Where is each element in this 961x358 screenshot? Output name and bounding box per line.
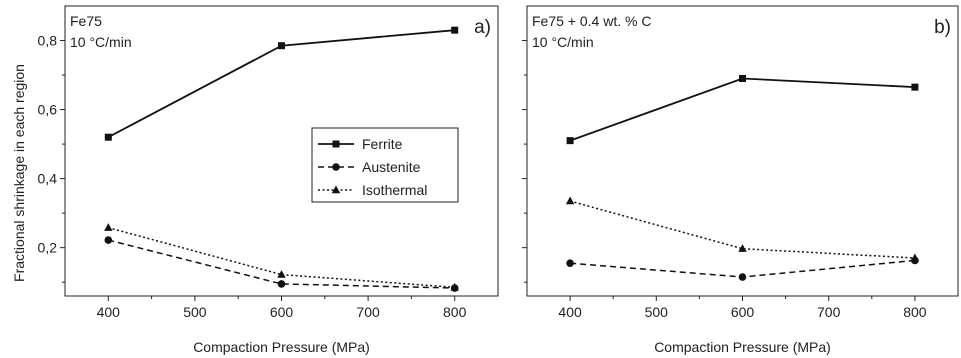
legend-marker-triangle [331, 185, 341, 194]
legend-label: Isothermal [362, 182, 427, 198]
data-point-square [451, 26, 459, 34]
y-tick-label: 0,4 [38, 171, 58, 187]
series-line-isothermal [108, 226, 455, 289]
x-axis-label: Compaction Pressure (MPa) [654, 339, 831, 355]
data-point-square [911, 83, 919, 91]
data-point-square [566, 137, 574, 145]
data-point-square [104, 133, 112, 141]
panel-letter: a) [474, 17, 491, 38]
panel-letter: b) [934, 17, 951, 38]
annotation-line: Fe75 + 0.4 wt. % C [532, 13, 651, 29]
data-point-triangle [910, 253, 920, 262]
panel-a: 400 500 600 700 800 0,2 0,4 0,6 0,8 Compaction Pr… [38, 5, 499, 355]
legend-label: Austenite [362, 159, 421, 175]
panel-b: 400 500 600 700 800 Compaction Pressure (MPa)… [522, 5, 959, 355]
data-point-triangle [450, 282, 459, 291]
data-point-circle [277, 280, 286, 288]
annotation-line: Fe75 [70, 13, 102, 29]
x-tick-label: 800 [443, 304, 467, 320]
data-point-triangle [104, 223, 113, 231]
x-axis-label: Compaction Pressure (MPa) [193, 339, 370, 355]
x-tick-label: 500 [645, 304, 669, 320]
x-tick-label: 700 [817, 304, 841, 320]
data-point-circle [566, 259, 574, 268]
x-tick-label: 600 [270, 304, 294, 320]
data-point-circle [104, 236, 113, 244]
series-line-series-2 [569, 200, 915, 259]
legend-marker-circle [332, 163, 340, 171]
y-tick-label: 0,6 [38, 102, 58, 118]
x-tick-label: 400 [97, 304, 121, 320]
data-point-triangle [565, 196, 575, 205]
x-tick-label: 600 [731, 304, 755, 320]
annotation-line: 10 °C/min [532, 34, 594, 50]
series-line-series-0 [569, 77, 915, 142]
legend-marker-square [332, 140, 340, 148]
data-point-circle [738, 273, 747, 281]
x-tick-label: 700 [356, 304, 380, 320]
data-point-triangle [738, 244, 747, 252]
y-tick-label: 0,2 [38, 240, 58, 256]
data-point-triangle [277, 270, 286, 278]
x-tick-label: 800 [903, 304, 927, 320]
data-point-square [739, 75, 746, 82]
legend-label: Ferrite [362, 136, 403, 152]
x-tick-label: 400 [558, 304, 582, 320]
y-tick-label: 0,8 [38, 33, 58, 49]
y-axis-label: Fractional shrinkage in each region [11, 64, 27, 282]
x-tick-label: 500 [183, 304, 207, 320]
series-line-austenite [108, 239, 455, 289]
annotation-line: 10 °C/min [70, 34, 132, 50]
data-point-square [278, 42, 285, 50]
